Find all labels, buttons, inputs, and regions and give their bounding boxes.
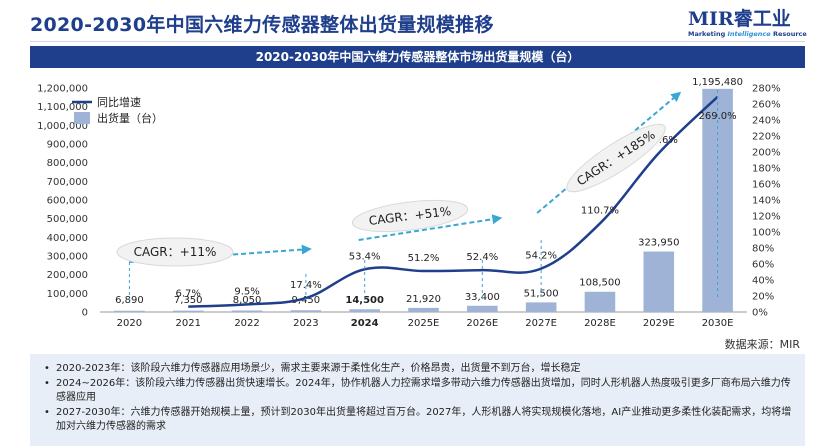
logo-tagline-c: Resource [772, 30, 807, 38]
cagr-bubble [566, 123, 666, 193]
y-tick-label: 1,000,000 [37, 121, 88, 132]
y2-tick-label: 200% [752, 148, 781, 159]
growth-value-label: 54.2% [525, 251, 557, 262]
y2-tick-label: 260% [752, 100, 781, 111]
cagr-label: CAGR：+185% [574, 128, 657, 189]
y-tick-label: 200,000 [47, 270, 88, 281]
bar-value-label: 6,890 [115, 295, 144, 306]
bar [584, 291, 616, 312]
bar-value-label: 7,350 [174, 295, 203, 306]
bar [349, 309, 380, 312]
bar-value-label: 108,500 [579, 278, 620, 289]
bar-value-label: 8,050 [233, 295, 262, 306]
legend-bar-swatch [74, 112, 90, 124]
y-tick-label: 700,000 [47, 177, 88, 188]
note-2020-2023: 2020-2023年：该阶段六维力传感器应用场景少，需求主要来源于柔性化生产，价… [42, 362, 793, 377]
bar-value-label: 9,450 [292, 295, 321, 306]
logo-wordmark: MIR睿工业 [688, 8, 791, 30]
logo-tagline: Marketing Intelligence Resource [688, 30, 807, 38]
x-tick-label: 2027E [525, 318, 557, 329]
x-tick-label: 2025E [408, 318, 440, 329]
growth-line [188, 95, 719, 308]
y-tick-label: 800,000 [47, 158, 88, 169]
x-tick-label: 2021 [176, 318, 201, 329]
y2-tick-label: 280% [752, 84, 781, 95]
y2-tick-label: 140% [752, 196, 781, 207]
y-tick-label: 300,000 [47, 252, 88, 263]
y-tick-label: 900,000 [47, 140, 88, 151]
x-tick-label: 2020 [117, 318, 142, 329]
y-tick-label: 0 [82, 308, 88, 319]
y2-tick-label: 0% [752, 308, 768, 319]
logo-tagline-b: Intelligence [727, 30, 771, 38]
x-tick-label: 2023 [293, 318, 318, 329]
bar [231, 310, 263, 312]
bar [172, 310, 204, 312]
y-tick-label: 500,000 [47, 214, 88, 225]
x-tick-label: 2029E [643, 318, 675, 329]
bar-value-label: 51,500 [524, 288, 559, 299]
logo-tagline-a: Marketing [688, 30, 726, 38]
y2-tick-label: 20% [752, 292, 774, 303]
mir-logo: MIR睿工业 Marketing Intelligence Resource [688, 4, 807, 44]
x-tick-label: 2028E [584, 318, 616, 329]
x-tick-label: 2030E [702, 318, 734, 329]
y2-tick-label: 180% [752, 164, 781, 175]
growth-value-label: 51.2% [408, 253, 440, 264]
y2-tick-label: 220% [752, 132, 781, 143]
cagr-bubble [116, 237, 234, 267]
cagr-label: CAGR：+11% [134, 245, 217, 259]
header-divider [30, 41, 805, 42]
cagr-arrow [536, 91, 682, 214]
bar-value-label: 14,500 [345, 295, 384, 306]
growth-value-label: 110.7% [581, 205, 619, 216]
chart-title-banner: 2020-2030年中国六维力传感器整体市场出货量规模（台） [30, 46, 805, 68]
growth-value-label: 6.7% [176, 289, 201, 300]
note-2027-2030: 2027-2030年：六维力传感器开始规模上量，预计到2030年出货量将超过百万… [42, 406, 793, 435]
cagr-bubble [351, 199, 469, 233]
y2-tick-label: 160% [752, 180, 781, 191]
bar [408, 307, 439, 312]
y-tick-label: 1,200,000 [37, 84, 88, 95]
growth-value-label: 52.4% [466, 252, 498, 263]
notes-panel: 2020-2023年：该阶段六维力传感器应用场景少，需求主要来源于柔性化生产，价… [30, 354, 805, 446]
x-tick-label: 2024 [351, 318, 379, 329]
bar [467, 305, 498, 312]
y2-tick-label: 100% [752, 228, 781, 239]
legend-line-label: 同比增速 [97, 95, 141, 109]
bar [114, 310, 145, 312]
page-title: 2020-2030年中国六维力传感器整体出货量规模推移 [30, 14, 494, 36]
y2-tick-label: 40% [752, 276, 774, 287]
growth-value-label: 17.4% [290, 280, 322, 291]
growth-value-label: 53.4% [349, 251, 381, 262]
y2-tick-label: 60% [752, 260, 774, 271]
y-tick-label: 400,000 [47, 233, 88, 244]
x-tick-label: 2022 [234, 318, 259, 329]
bar-value-label: 323,950 [638, 238, 679, 249]
x-tick-label: 2026E [466, 318, 498, 329]
shipment-chart: 0 100,000 200,000 300,000 400,000 500,000 600,… [37, 77, 781, 329]
y2-tick-label: 240% [752, 116, 781, 127]
data-source: 数据来源：MIR [724, 338, 800, 351]
y2-tick-label: 120% [752, 212, 781, 223]
y-tick-label: 1,100,000 [37, 102, 88, 113]
bar [643, 251, 675, 312]
legend-bar-label: 出货量（台） [97, 111, 163, 125]
y-tick-label: 600,000 [47, 196, 88, 207]
bar [290, 310, 322, 312]
y2-tick-label: 80% [752, 244, 774, 255]
y-tick-label: 100,000 [47, 289, 88, 300]
growth-value-label: 9.5% [234, 286, 259, 297]
bar-value-label: 1,195,480 [692, 77, 743, 88]
bar [525, 302, 557, 312]
note-2024-2026: 2024~2026年：该阶段六维力传感器出货快速增长。2024年，协作机器人力控… [42, 377, 793, 406]
bar-value-label: 21,920 [406, 294, 441, 305]
